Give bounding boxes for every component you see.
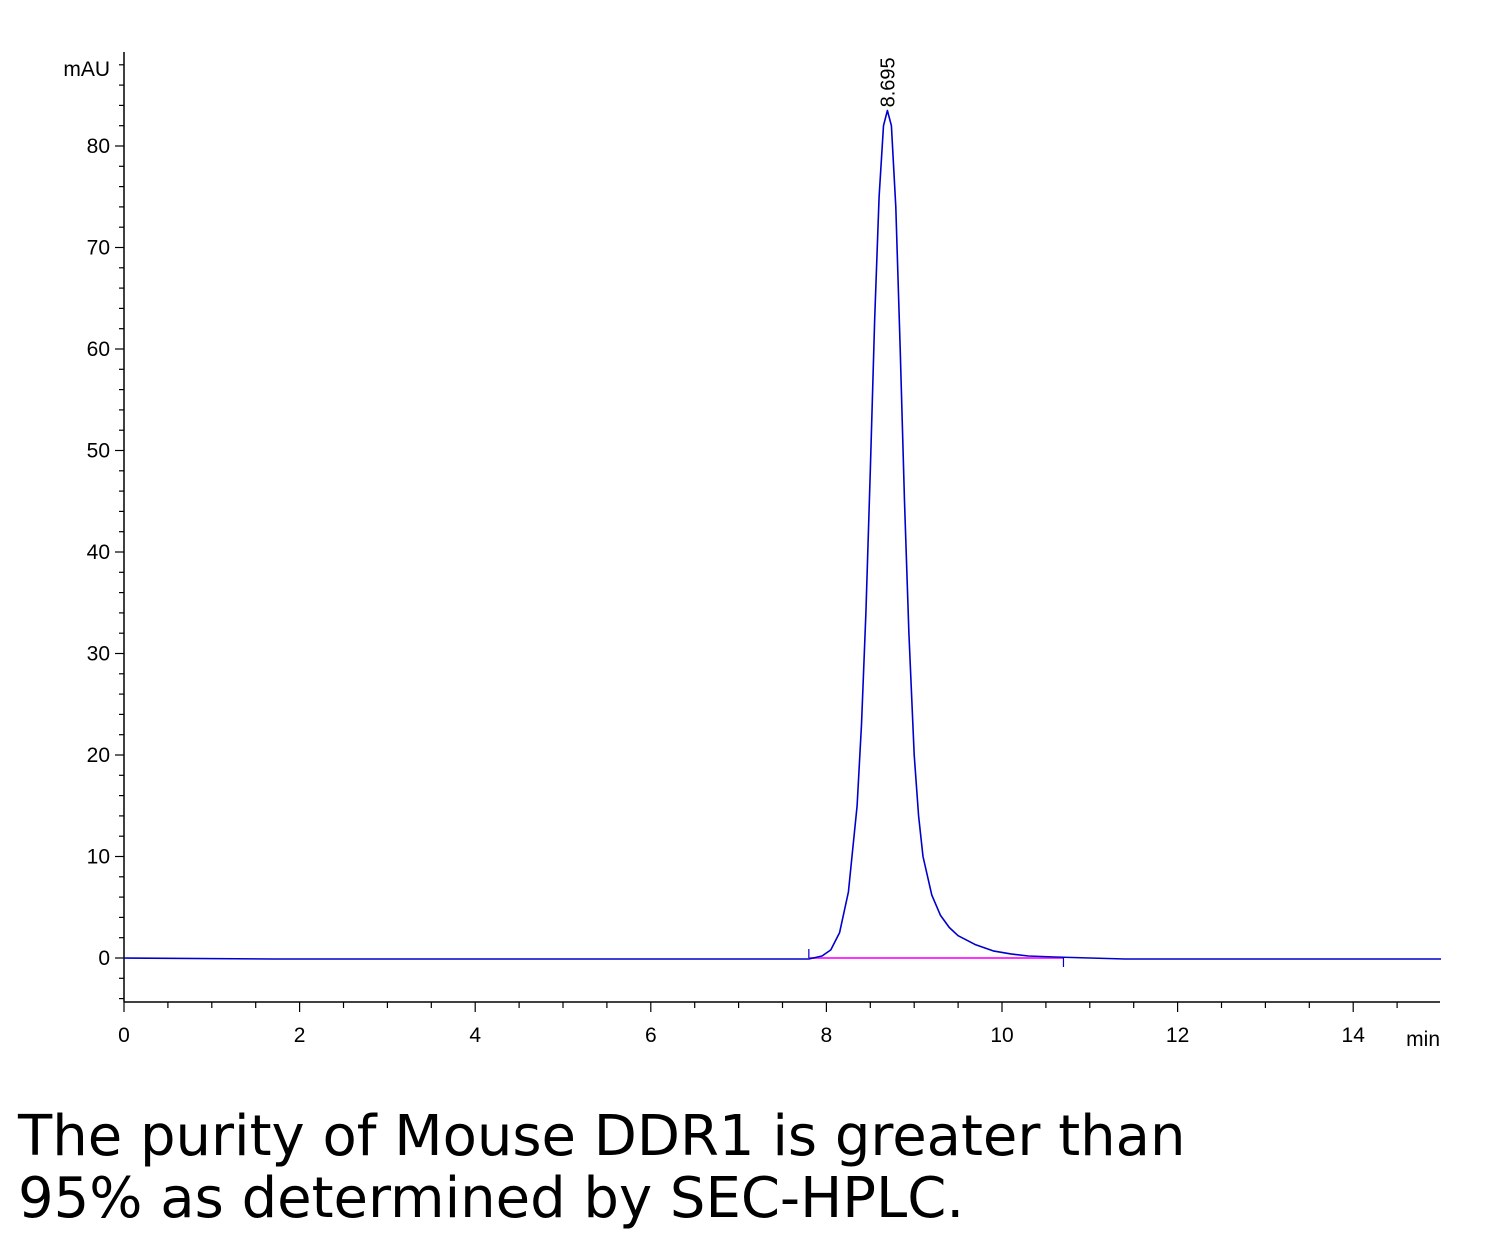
y-axis-label: mAU bbox=[63, 58, 110, 81]
caption-line-2: 95% as determined by SEC-HPLC. bbox=[18, 1166, 965, 1231]
x-tick-label: 8 bbox=[821, 1024, 833, 1047]
traces bbox=[123, 109, 1441, 967]
x-tick-label: 14 bbox=[1342, 1024, 1366, 1047]
y-tick-label: 50 bbox=[87, 440, 110, 463]
signal-trace bbox=[123, 109, 1441, 960]
caption: The purity of Mouse DDR1 is greater than… bbox=[18, 1106, 1478, 1230]
annotations: 8.695 bbox=[877, 57, 899, 107]
x-axis-label: min bbox=[1406, 1028, 1440, 1051]
chromatogram-chart: 0 10 20 30 40 50 60 70 80 mAU 0 2 4 6 8 10 12 14 min 8.695 bbox=[63, 52, 1441, 1051]
y-tick-label: 0 bbox=[98, 947, 110, 970]
x-tick-label: 10 bbox=[990, 1024, 1013, 1047]
peak-label: 8.695 bbox=[877, 57, 899, 107]
y-tick-label: 60 bbox=[87, 338, 110, 361]
x-tick-label: 6 bbox=[645, 1024, 657, 1047]
axes bbox=[123, 52, 1440, 1003]
x-tick-label: 2 bbox=[294, 1024, 306, 1047]
x-tick-label: 4 bbox=[469, 1024, 481, 1047]
y-tick-label: 10 bbox=[87, 846, 110, 869]
axis-tick-labels: 0 10 20 30 40 50 60 70 80 mAU 0 2 4 6 8 10 12 14 min bbox=[63, 58, 1440, 1051]
y-tick-label: 80 bbox=[87, 135, 110, 158]
y-tick-label: 30 bbox=[87, 643, 110, 666]
y-tick-label: 20 bbox=[87, 744, 110, 767]
axis-ticks bbox=[115, 64, 1398, 1012]
x-tick-label: 12 bbox=[1166, 1024, 1189, 1047]
y-tick-label: 70 bbox=[87, 237, 110, 260]
x-tick-label: 0 bbox=[118, 1024, 130, 1047]
caption-line-1: The purity of Mouse DDR1 is greater than bbox=[18, 1104, 1186, 1169]
y-tick-label: 40 bbox=[87, 541, 110, 564]
